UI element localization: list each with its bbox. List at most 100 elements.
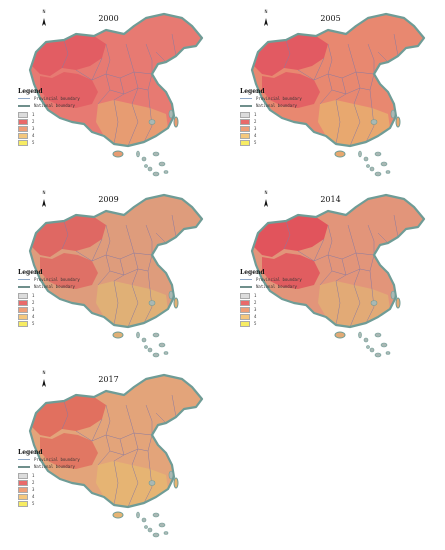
provincial-boundary bbox=[283, 220, 291, 250]
map-panel-2005: 2005 N Legend Provincial boundary Nation… bbox=[228, 4, 433, 179]
north-arrow-shape bbox=[264, 199, 268, 207]
south-sea-island bbox=[148, 480, 156, 486]
provincial-boundary bbox=[349, 103, 361, 147]
provincial-boundary bbox=[335, 99, 341, 145]
provincial-boundary bbox=[365, 288, 375, 324]
provincial-boundary bbox=[171, 394, 177, 418]
south-sea-island bbox=[136, 150, 140, 158]
provincial-boundary bbox=[393, 33, 399, 57]
legend-national: National boundary bbox=[256, 284, 297, 289]
provincial-boundary bbox=[97, 43, 111, 105]
northwest-region bbox=[32, 395, 106, 437]
national-boundary bbox=[250, 193, 426, 329]
provincial-boundary bbox=[367, 224, 375, 255]
south-sea-island bbox=[363, 337, 369, 343]
provincial-boundary bbox=[365, 107, 375, 143]
south-sea-island bbox=[358, 150, 362, 158]
provincial-boundary bbox=[143, 468, 153, 504]
south-sea-island bbox=[369, 166, 375, 172]
provincial-boundary bbox=[171, 214, 177, 238]
legend: Legend Provincial boundary National boun… bbox=[18, 88, 118, 146]
provincial-boundary bbox=[123, 87, 149, 95]
provincial-boundary bbox=[75, 250, 153, 262]
map-panel-2009: 2009 N Legend Provincial boundary Nation… bbox=[6, 185, 211, 360]
south-sea-island bbox=[370, 300, 378, 306]
legend-class: 2 bbox=[32, 119, 35, 124]
hainan-island bbox=[112, 331, 124, 339]
china-map bbox=[28, 193, 204, 358]
south-sea-island bbox=[168, 109, 174, 119]
north-arrow-icon: N bbox=[261, 9, 271, 26]
north-label: N bbox=[264, 190, 268, 195]
provincial-boundary bbox=[331, 270, 347, 276]
south-region bbox=[96, 100, 168, 146]
provincial-boundary bbox=[143, 288, 153, 324]
provincial-boundary bbox=[127, 103, 139, 147]
provincial-boundary bbox=[349, 284, 361, 328]
south-sea-island bbox=[152, 171, 160, 177]
south-sea-island bbox=[141, 156, 147, 162]
south-sea-island bbox=[366, 164, 370, 168]
legend-national: National boundary bbox=[34, 464, 75, 469]
legend-class: 2 bbox=[254, 300, 257, 305]
provincial-boundary bbox=[109, 270, 125, 276]
map-panel-2017: 2017 N Legend Provincial boundary Nation… bbox=[6, 365, 211, 540]
china-map bbox=[250, 193, 426, 358]
northwest-region bbox=[254, 215, 328, 257]
provincial-boundary bbox=[377, 232, 389, 244]
provincial-boundary bbox=[61, 39, 69, 69]
provincial-boundary bbox=[113, 460, 119, 506]
north-arrow-icon: N bbox=[261, 190, 271, 207]
south-sea-island bbox=[374, 151, 382, 157]
panel-year: 2005 bbox=[320, 14, 341, 23]
legend-class: 3 bbox=[32, 487, 35, 492]
south-sea-island bbox=[141, 517, 147, 523]
taiwan-island bbox=[173, 116, 179, 128]
south-sea-island bbox=[148, 300, 156, 306]
provincial-boundary bbox=[143, 107, 153, 143]
legend-class: 1 bbox=[254, 293, 257, 298]
north-arrow-shape bbox=[42, 379, 46, 387]
taiwan-island bbox=[173, 477, 179, 489]
south-sea-island bbox=[374, 171, 382, 177]
south-sea-island bbox=[380, 161, 388, 167]
northwest-region bbox=[32, 215, 106, 257]
provincial-boundary bbox=[331, 89, 347, 95]
south-sea-island bbox=[152, 352, 160, 358]
legend-title: Legend bbox=[18, 449, 43, 456]
provincial-boundary bbox=[297, 69, 375, 81]
provincial-boundary bbox=[347, 224, 357, 254]
northwest-region bbox=[254, 34, 328, 76]
legend-class: 3 bbox=[254, 126, 257, 131]
provincial-boundary bbox=[347, 43, 357, 73]
provincial-boundary bbox=[145, 404, 153, 435]
south-sea-island bbox=[374, 352, 382, 358]
legend-national: National boundary bbox=[34, 284, 75, 289]
south-region bbox=[96, 281, 168, 327]
provincial-boundary bbox=[345, 87, 371, 95]
provincial-boundary bbox=[113, 280, 119, 326]
legend-class: 3 bbox=[254, 307, 257, 312]
panel-year: 2009 bbox=[98, 195, 119, 204]
north-arrow-shape bbox=[42, 199, 46, 207]
national-boundary bbox=[28, 193, 204, 329]
south-sea-island bbox=[163, 531, 169, 535]
provincial-boundary bbox=[75, 430, 153, 442]
provincial-boundary bbox=[393, 214, 399, 238]
south-sea-island bbox=[369, 347, 375, 353]
provincial-boundary bbox=[125, 43, 135, 73]
south-sea-island bbox=[152, 512, 160, 518]
south-sea-island bbox=[358, 331, 362, 339]
south-sea-island bbox=[148, 119, 156, 125]
provincial-boundary bbox=[155, 412, 167, 424]
legend-provincial: Provincial boundary bbox=[256, 277, 302, 282]
legend-class: 5 bbox=[254, 321, 257, 326]
south-sea-island bbox=[390, 109, 396, 119]
provincial-boundary bbox=[335, 280, 341, 326]
provincial-boundary bbox=[91, 238, 103, 262]
panel-year: 2017 bbox=[98, 375, 119, 384]
north-label: N bbox=[264, 9, 268, 14]
provincial-boundary bbox=[319, 43, 333, 105]
south-sea-island bbox=[366, 345, 370, 349]
legend-title: Legend bbox=[240, 269, 265, 276]
